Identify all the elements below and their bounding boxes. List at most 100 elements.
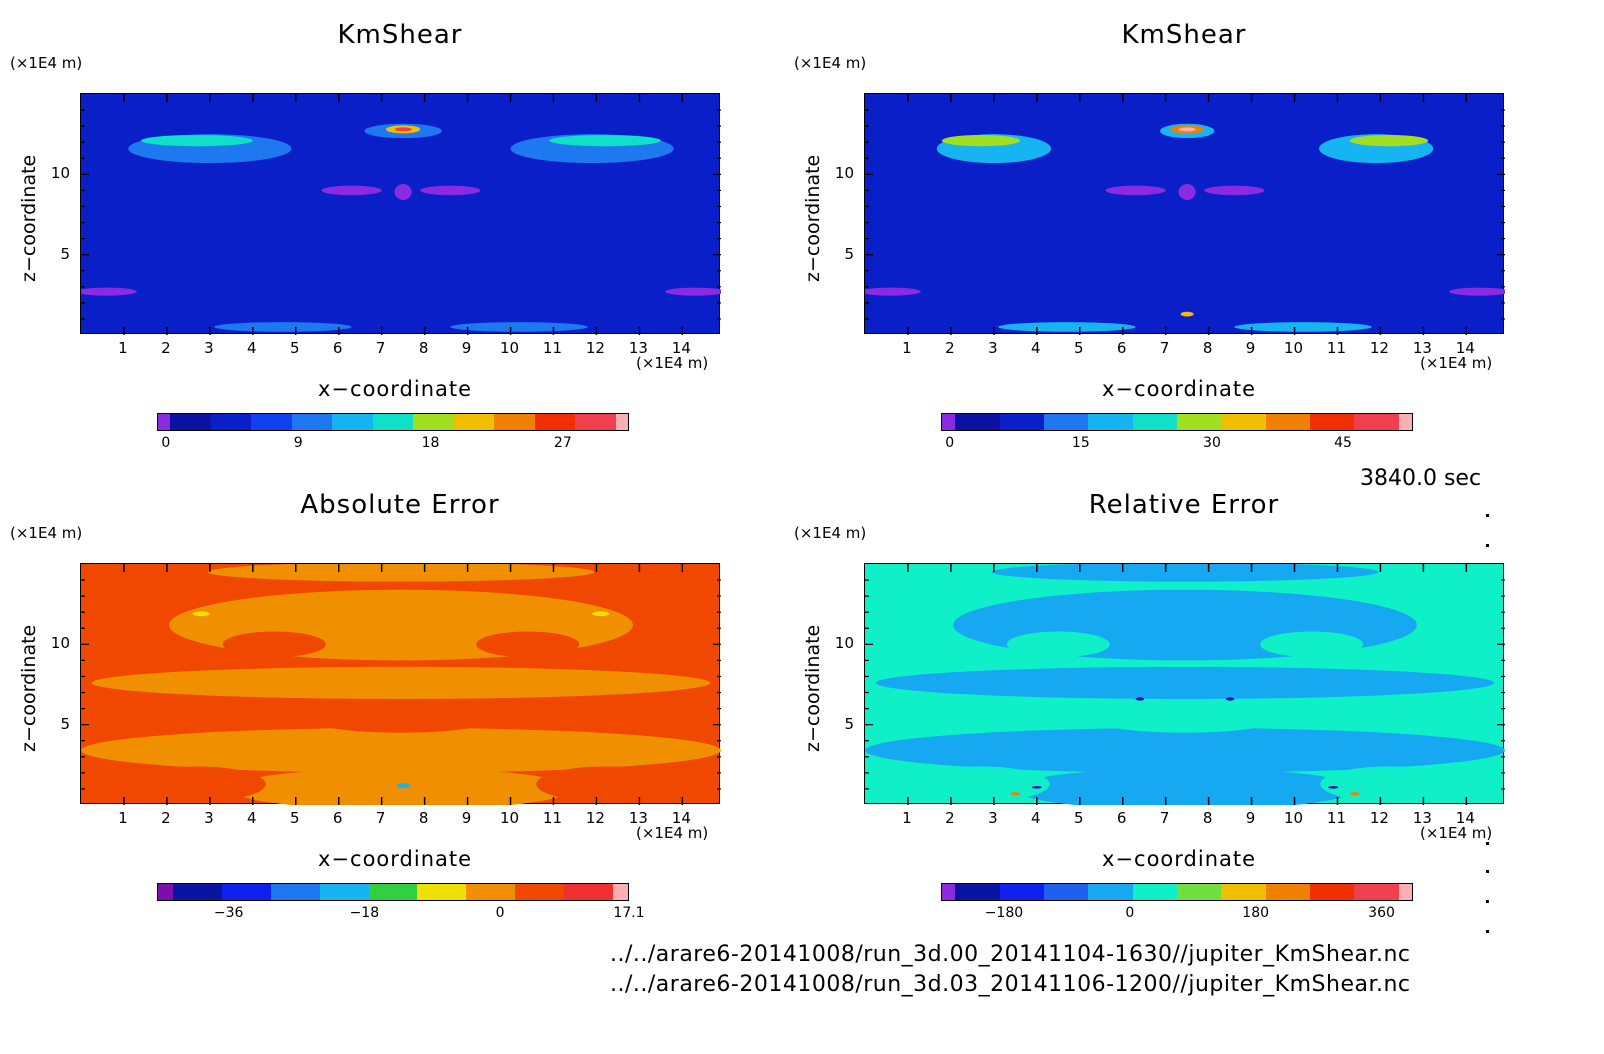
x-tick-label: 6	[332, 809, 343, 827]
marker-dot	[1486, 870, 1489, 873]
contour-region	[1178, 127, 1196, 132]
colorbar-segment	[1088, 414, 1133, 430]
x-tick-label: 14	[1455, 809, 1475, 827]
chart-title: KmShear	[1121, 20, 1247, 50]
contour-region	[141, 134, 253, 147]
x-tick-label: 10	[1283, 339, 1304, 357]
x-tick-label: 2	[161, 809, 171, 827]
x-axis-unit: (×1E4 m)	[636, 824, 709, 842]
contour-region	[1349, 792, 1360, 796]
x-axis-unit: (×1E4 m)	[636, 354, 709, 372]
x-tick-label: 12	[1369, 809, 1389, 827]
x-tick-label: 6	[1116, 809, 1127, 827]
y-tick-label: 10	[834, 634, 854, 653]
colorbar-segment	[1398, 414, 1413, 430]
contour-region	[1180, 311, 1194, 317]
x-tick-label: 8	[1202, 339, 1213, 357]
colorbar-segment	[575, 414, 616, 430]
contour-region	[1328, 786, 1339, 789]
contour-region	[396, 783, 410, 789]
heatmap-plot	[864, 563, 1505, 805]
x-tick-label: 11	[542, 809, 563, 827]
colorbar-segment	[955, 884, 1000, 900]
x-tick-label: 3	[988, 339, 998, 357]
x-tick-label: 9	[461, 339, 472, 357]
x-tick-label: 11	[1326, 339, 1347, 357]
x-tick-label: 5	[1073, 339, 1084, 357]
x-tick-label: 10	[499, 809, 520, 827]
x-tick-label: 8	[1202, 809, 1213, 827]
colorbar-tick-label: 0	[495, 905, 505, 921]
x-axis-unit: (×1E4 m)	[1420, 354, 1493, 372]
colorbar-segment	[158, 414, 171, 430]
x-tick-label: 1	[902, 809, 912, 827]
colorbar-tick-label: 27	[553, 435, 572, 451]
chart-title: Relative Error	[1088, 490, 1280, 520]
contour-region	[1099, 710, 1271, 733]
y-tick-label: 10	[50, 164, 70, 183]
contour-region	[394, 127, 412, 132]
x-tick-label: 7	[1159, 339, 1170, 357]
chart-panel: KmShear (×1E4 m) z−coordinate 1 2 3 4 5 6 7 8 9 10 11…	[784, 0, 1564, 470]
colorbar-segment	[1177, 884, 1222, 900]
colorbar	[941, 413, 1413, 431]
contour-region	[81, 727, 721, 773]
y-tick-label: 5	[844, 714, 854, 733]
heatmap-plot	[80, 93, 721, 335]
colorbar-segment	[1043, 884, 1089, 900]
colorbar-segment	[251, 414, 292, 430]
x-tick-label: 2	[161, 339, 171, 357]
colorbar-segment	[1354, 414, 1399, 430]
colorbar-tick-label: 17.1	[613, 905, 645, 921]
contour-region	[536, 766, 674, 802]
contour-region	[91, 666, 711, 699]
colorbar-segment	[1043, 414, 1089, 430]
colorbar-segment	[999, 884, 1044, 900]
x-tick-label: 14	[1455, 339, 1475, 357]
x-tick-label: 4	[247, 339, 257, 357]
contour-region	[1031, 786, 1042, 789]
colorbar-segment	[417, 884, 467, 900]
x-axis-label: x−coordinate	[1102, 847, 1257, 871]
x-axis-unit: (×1E4 m)	[1420, 824, 1493, 842]
x-tick-label: 6	[332, 339, 343, 357]
y-tick-label: 5	[60, 244, 70, 263]
chart-title: Absolute Error	[300, 490, 500, 520]
x-tick-label: 11	[542, 339, 563, 357]
x-tick-label: 1	[118, 339, 128, 357]
contour-region	[865, 727, 1505, 773]
contour-region	[315, 710, 487, 733]
contour-region	[1449, 287, 1505, 296]
colorbar-segment	[158, 884, 173, 900]
x-axis-label: x−coordinate	[318, 377, 473, 401]
x-tick-label: 4	[247, 809, 257, 827]
colorbar-segment	[332, 414, 373, 430]
colorbar-segment	[221, 884, 271, 900]
colorbar-tick-label: 0	[161, 435, 171, 451]
colorbar	[157, 413, 629, 431]
contour-region	[1178, 183, 1196, 201]
x-axis-label: x−coordinate	[1102, 377, 1257, 401]
colorbar-tick-label: 18	[421, 435, 440, 451]
y-tick-label: 10	[834, 164, 854, 183]
contour-region	[1225, 697, 1235, 701]
contour-region	[1105, 185, 1166, 196]
x-tick-label: 12	[1369, 339, 1389, 357]
contour-region	[1010, 792, 1021, 796]
colorbar-segment	[534, 414, 576, 430]
x-tick-label: 9	[1245, 339, 1256, 357]
x-tick-label: 9	[461, 809, 472, 827]
file-path-2: ../../arare6-20141008/run_3d.03_20141106…	[610, 972, 1411, 997]
x-tick-label: 2	[945, 339, 955, 357]
colorbar-segment	[1132, 414, 1178, 430]
contour-region	[991, 564, 1379, 582]
x-tick-label: 8	[418, 339, 429, 357]
x-tick-label: 6	[1116, 339, 1127, 357]
y-axis-unit: (×1E4 m)	[794, 54, 867, 72]
y-axis-unit: (×1E4 m)	[10, 54, 83, 72]
contour-region	[476, 631, 580, 658]
contour-region	[998, 322, 1136, 332]
colorbar-segment	[372, 414, 414, 430]
y-tick-label: 5	[844, 244, 854, 263]
x-tick-label: 13	[1412, 339, 1432, 357]
